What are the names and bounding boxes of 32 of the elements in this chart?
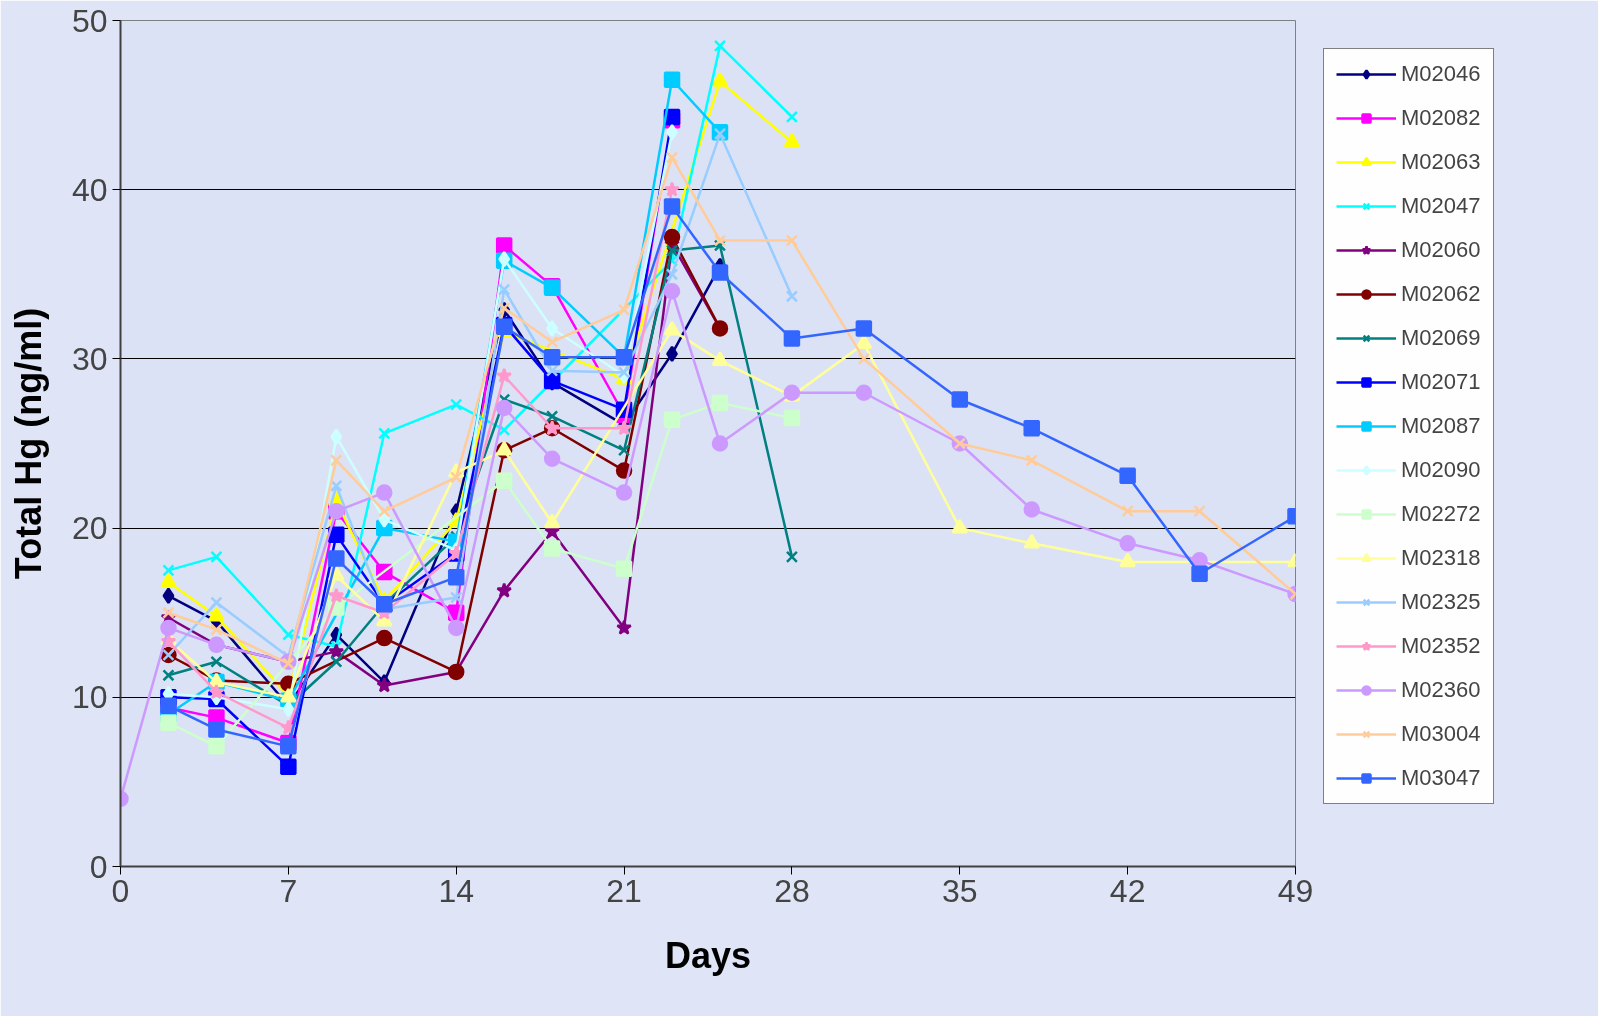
legend-label: M02352 xyxy=(1401,633,1481,659)
x-axis-title: Days xyxy=(664,934,752,976)
legend-label: M02046 xyxy=(1401,61,1481,87)
legend-label: M03047 xyxy=(1401,765,1481,791)
legend-label: M02087 xyxy=(1401,413,1481,439)
legend-label: M02272 xyxy=(1401,501,1481,527)
x-tick-label: 49 xyxy=(1277,872,1314,909)
legend-label: M02047 xyxy=(1401,193,1481,219)
x-tick-label: 7 xyxy=(279,872,298,909)
x-tick-label: 14 xyxy=(438,872,475,909)
legend-label: M02318 xyxy=(1401,545,1481,571)
legend-label: M02082 xyxy=(1401,105,1481,131)
y-tick-label: 10 xyxy=(71,679,108,716)
y-tick-label: 30 xyxy=(71,340,108,377)
legend-label: M03004 xyxy=(1401,721,1481,747)
legend-label: M02325 xyxy=(1401,589,1481,615)
x-tick-label: 21 xyxy=(606,872,642,909)
x-tick-label: 28 xyxy=(774,872,810,909)
legend-label: M02069 xyxy=(1401,325,1481,351)
y-tick-label: 20 xyxy=(71,510,108,547)
y-tick-label: 50 xyxy=(71,2,108,39)
x-tick-label: 35 xyxy=(941,872,978,909)
x-tick-label: 42 xyxy=(1109,872,1146,909)
legend-label: M02360 xyxy=(1401,677,1481,703)
y-tick-label: 0 xyxy=(89,848,108,885)
y-tick-label: 40 xyxy=(71,171,108,208)
y-axis-title: Total Hg (ng/ml) xyxy=(7,307,49,580)
legend-label: M02062 xyxy=(1401,281,1481,307)
legend-label: M02060 xyxy=(1401,237,1481,263)
legend-label: M02063 xyxy=(1401,149,1481,175)
legend-label: M02090 xyxy=(1401,457,1481,483)
legend-label: M02071 xyxy=(1401,369,1481,395)
